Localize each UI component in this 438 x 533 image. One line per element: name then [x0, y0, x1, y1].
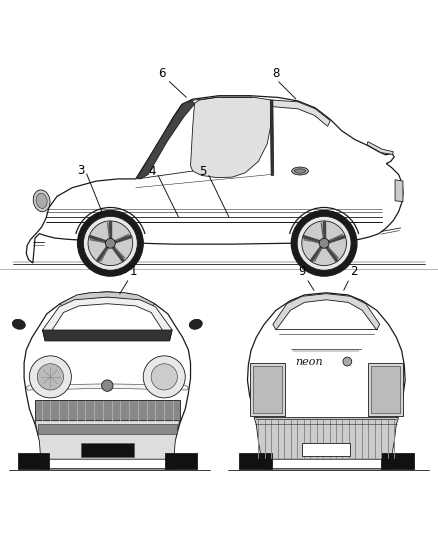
Polygon shape [371, 366, 400, 413]
Circle shape [143, 356, 185, 398]
Polygon shape [367, 142, 393, 155]
Circle shape [37, 364, 64, 390]
Circle shape [83, 216, 137, 270]
Polygon shape [35, 400, 180, 421]
Circle shape [106, 238, 115, 248]
Circle shape [319, 238, 329, 248]
Polygon shape [272, 100, 330, 126]
Circle shape [291, 211, 357, 276]
Polygon shape [253, 366, 282, 413]
Polygon shape [254, 418, 399, 459]
Ellipse shape [294, 169, 306, 173]
Text: 3: 3 [78, 164, 85, 176]
Polygon shape [247, 293, 405, 469]
Polygon shape [191, 97, 272, 177]
Polygon shape [18, 453, 49, 469]
Text: 6: 6 [158, 67, 166, 80]
Polygon shape [302, 442, 350, 456]
Polygon shape [26, 384, 188, 390]
Circle shape [78, 211, 143, 276]
Polygon shape [395, 180, 403, 201]
Circle shape [297, 216, 351, 270]
Circle shape [302, 221, 346, 265]
Polygon shape [137, 101, 195, 179]
Polygon shape [381, 453, 414, 469]
Polygon shape [165, 453, 197, 469]
Ellipse shape [189, 319, 202, 329]
Polygon shape [38, 424, 177, 434]
Polygon shape [250, 363, 285, 416]
Text: neon: neon [295, 357, 323, 367]
Text: 4: 4 [148, 165, 156, 179]
Text: 8: 8 [272, 67, 279, 80]
Polygon shape [60, 292, 155, 308]
Polygon shape [270, 100, 274, 175]
Circle shape [343, 357, 352, 366]
Text: 1: 1 [130, 265, 138, 278]
Polygon shape [273, 294, 380, 330]
Circle shape [151, 364, 177, 390]
Ellipse shape [292, 167, 308, 175]
Text: 9: 9 [298, 265, 306, 278]
Text: 2: 2 [350, 265, 358, 278]
Polygon shape [24, 292, 191, 469]
Polygon shape [239, 453, 272, 469]
Ellipse shape [12, 319, 25, 329]
Polygon shape [26, 96, 403, 263]
Circle shape [29, 356, 71, 398]
Ellipse shape [33, 190, 50, 212]
Polygon shape [368, 363, 403, 416]
Polygon shape [42, 330, 172, 341]
Ellipse shape [36, 193, 47, 208]
Circle shape [88, 221, 133, 265]
Polygon shape [35, 421, 180, 459]
Circle shape [102, 380, 113, 391]
Polygon shape [81, 442, 134, 457]
Text: 5: 5 [200, 165, 207, 179]
Polygon shape [42, 297, 172, 341]
